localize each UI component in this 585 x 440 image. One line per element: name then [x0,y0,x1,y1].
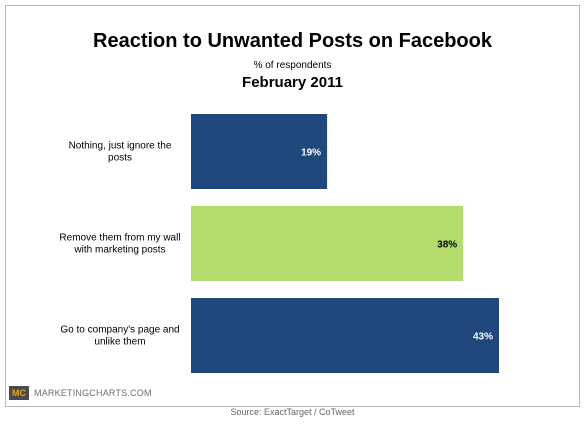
bar-1 [191,114,328,189]
logo-text: MARKETINGCHARTS.COM [34,388,152,398]
category-label-2: Remove them from my wall with marketing p… [59,233,180,256]
mc-logo-icon: MC [9,386,29,400]
value-label-3: 43% [473,332,493,343]
category-label-1: Nothing, just ignore the posts [69,141,172,164]
chart-date: February 2011 [242,74,343,91]
bar-3 [191,298,499,373]
chart-subtitle: % of respondents [253,60,332,71]
value-label-2: 38% [437,240,457,251]
value-label-1: 19% [301,148,321,159]
bar-2 [191,206,464,281]
source-note: Source: ExactTarget / CoTweet [230,407,355,417]
chart-title: Reaction to Unwanted Posts on Facebook [93,30,492,52]
category-label-3: Go to company's page and unlike them [60,325,179,348]
marketingcharts-logo: MC MARKETINGCHARTS.COM [9,386,152,400]
